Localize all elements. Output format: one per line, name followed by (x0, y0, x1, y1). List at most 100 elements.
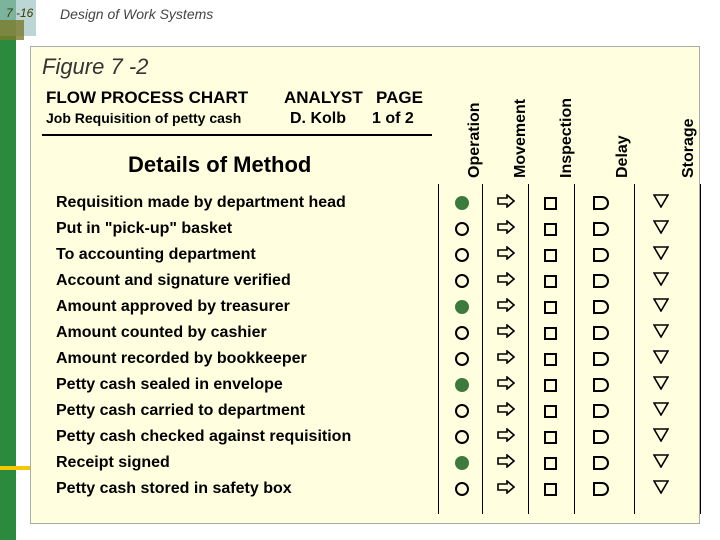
movement-icon (497, 480, 515, 499)
inspection-icon (544, 483, 557, 496)
symbol-row (440, 268, 692, 294)
step-text: Account and signature verified (56, 268, 351, 294)
symbol-cell (528, 249, 572, 262)
operation-icon (455, 404, 469, 418)
operation-icon (455, 196, 469, 210)
symbol-cell (630, 194, 692, 213)
storage-icon (653, 272, 669, 291)
slide-number: 7 -16 (6, 6, 33, 20)
movement-icon (497, 402, 515, 421)
symbol-cell (440, 248, 484, 262)
symbol-cell (630, 402, 692, 421)
operation-icon (455, 300, 469, 314)
storage-icon (653, 454, 669, 473)
delay-icon (593, 196, 609, 210)
delay-icon (593, 404, 609, 418)
symbol-cell (528, 327, 572, 340)
column-header: Inspection (558, 98, 576, 178)
symbol-cell (630, 350, 692, 369)
storage-icon (653, 194, 669, 213)
symbol-cell (484, 246, 528, 265)
page-number: 1 of 2 (372, 110, 414, 128)
symbol-cell (440, 404, 484, 418)
page-label: PAGE (376, 88, 423, 108)
inspection-icon (544, 457, 557, 470)
symbol-cell (572, 196, 630, 210)
delay-icon (593, 482, 609, 496)
symbol-cell (528, 275, 572, 288)
symbol-cell (528, 379, 572, 392)
symbol-cell (484, 428, 528, 447)
movement-icon (497, 194, 515, 213)
movement-icon (497, 220, 515, 239)
symbol-cell (528, 301, 572, 314)
storage-icon (653, 350, 669, 369)
step-text: Requisition made by department head (56, 190, 351, 216)
delay-icon (593, 352, 609, 366)
symbol-cell (572, 300, 630, 314)
storage-icon (653, 376, 669, 395)
storage-icon (653, 324, 669, 343)
step-text: Put in "pick-up" basket (56, 216, 351, 242)
column-header: Delay (614, 135, 632, 178)
symbol-cell (630, 324, 692, 343)
symbol-cell (484, 272, 528, 291)
step-text: Receipt signed (56, 450, 351, 476)
symbol-cell (484, 194, 528, 213)
delay-icon (593, 378, 609, 392)
operation-icon (455, 274, 469, 288)
movement-icon (497, 454, 515, 473)
delay-icon (593, 430, 609, 444)
symbol-cell (440, 456, 484, 470)
step-text: Petty cash stored in safety box (56, 476, 351, 502)
symbol-row (440, 450, 692, 476)
symbol-cell (440, 274, 484, 288)
symbol-cell (528, 483, 572, 496)
movement-icon (497, 272, 515, 291)
operation-icon (455, 248, 469, 262)
symbol-cell (572, 248, 630, 262)
symbol-cell (630, 480, 692, 499)
symbol-grid (440, 190, 692, 502)
inspection-icon (544, 379, 557, 392)
delay-icon (593, 326, 609, 340)
storage-icon (653, 246, 669, 265)
symbol-cell (630, 220, 692, 239)
movement-icon (497, 350, 515, 369)
step-text: Petty cash carried to department (56, 398, 351, 424)
chart-title: FLOW PROCESS CHART (46, 88, 248, 108)
symbol-cell (528, 405, 572, 418)
column-separator (700, 184, 701, 514)
inspection-icon (544, 431, 557, 444)
inspection-icon (544, 353, 557, 366)
symbol-cell (484, 350, 528, 369)
symbol-row (440, 398, 692, 424)
movement-icon (497, 376, 515, 395)
symbol-cell (630, 246, 692, 265)
symbol-cell (572, 352, 630, 366)
symbol-cell (572, 274, 630, 288)
symbol-row (440, 190, 692, 216)
step-text: To accounting department (56, 242, 351, 268)
job-description: Job Requisition of petty cash (46, 110, 241, 126)
inspection-icon (544, 301, 557, 314)
step-text: Amount recorded by bookkeeper (56, 346, 351, 372)
symbol-cell (572, 456, 630, 470)
analyst-name: D. Kolb (290, 110, 346, 128)
symbol-cell (440, 326, 484, 340)
symbol-cell (484, 402, 528, 421)
column-separator (438, 184, 439, 514)
symbol-cell (440, 196, 484, 210)
symbol-cell (572, 482, 630, 496)
symbol-cell (484, 376, 528, 395)
symbol-cell (484, 298, 528, 317)
symbol-cell (484, 480, 528, 499)
chapter-title: Design of Work Systems (60, 6, 213, 22)
inspection-icon (544, 197, 557, 210)
symbol-cell (630, 376, 692, 395)
symbol-row (440, 346, 692, 372)
operation-icon (455, 352, 469, 366)
storage-icon (653, 480, 669, 499)
movement-icon (497, 428, 515, 447)
storage-icon (653, 220, 669, 239)
